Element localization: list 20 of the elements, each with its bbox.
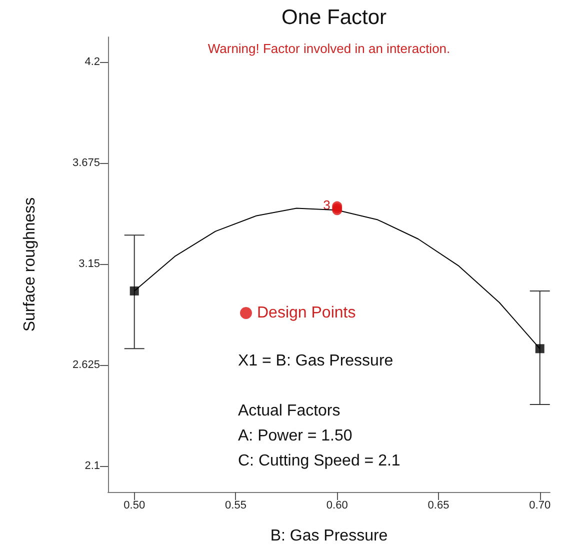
- x-tick-label: 0.65: [428, 500, 450, 512]
- y-tick-label: 2.1: [84, 460, 100, 472]
- x-tick-label: 0.60: [326, 500, 348, 512]
- y-tick-label: 4.2: [84, 56, 100, 68]
- y-tick-label: 2.625: [72, 359, 100, 372]
- y-axis-title: Surface roughness: [22, 197, 38, 332]
- y-tick-label: 3.675: [72, 157, 100, 170]
- annotation: Warning! Factor involved in an interaction.: [208, 41, 450, 56]
- x-axis-title: B: Gas Pressure: [270, 528, 388, 544]
- legend-label: Design Points: [257, 304, 356, 322]
- x-tick-label: 0.55: [225, 500, 246, 512]
- chart-title: One Factor: [281, 6, 387, 29]
- annotation: Actual Factors: [238, 402, 340, 420]
- y-tick-label: 3.15: [78, 258, 100, 270]
- annotation: X1 = B: Gas Pressure: [238, 352, 394, 370]
- annotation: A: Power = 1.50: [238, 428, 352, 444]
- annotation: C: Cutting Speed = 2.1: [238, 452, 400, 470]
- x-tick-label: 0.70: [529, 500, 551, 512]
- annotation: 3: [323, 197, 330, 212]
- x-tick-label: 0.50: [124, 500, 146, 512]
